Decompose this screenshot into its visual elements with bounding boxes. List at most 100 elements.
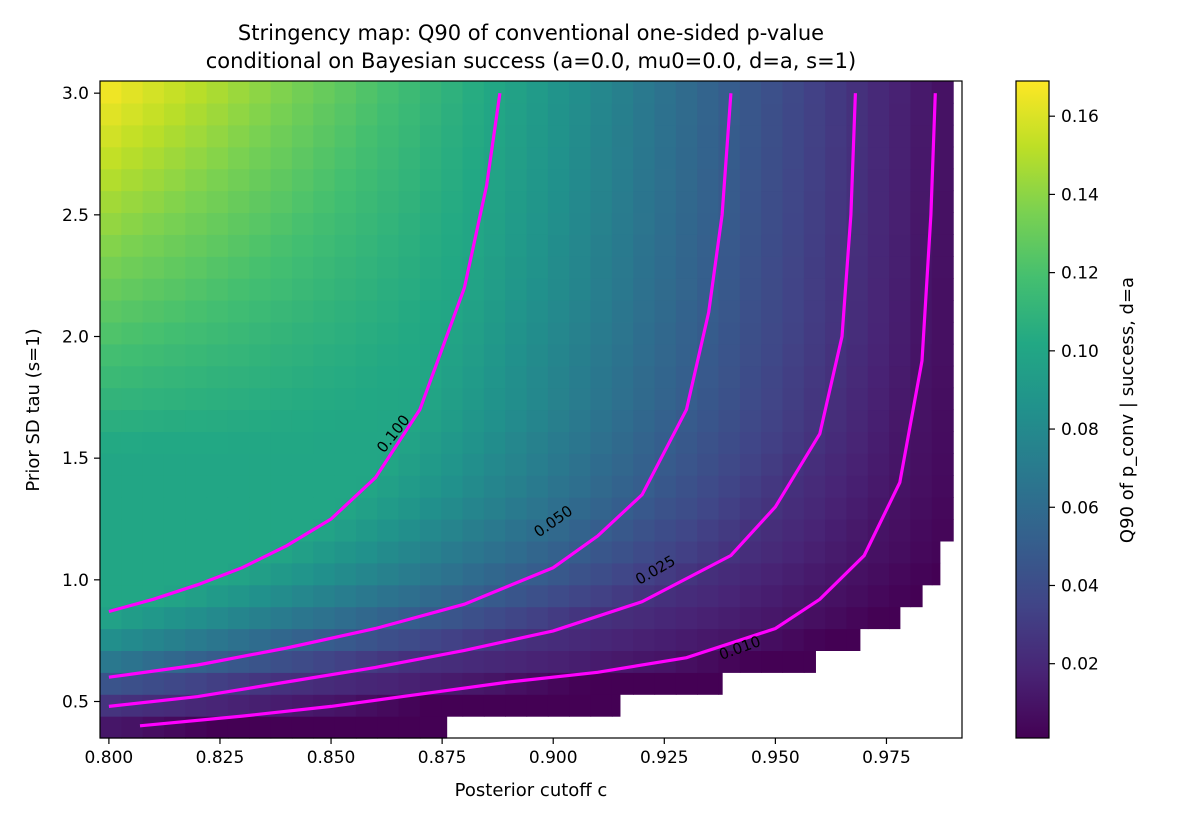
heatmap-cell: [867, 212, 890, 235]
heatmap-cell: [739, 81, 762, 104]
heatmap-cell: [249, 321, 272, 345]
heatmap-cell: [462, 343, 485, 367]
heatmap-cell: [355, 190, 378, 213]
heatmap-cell: [611, 409, 634, 432]
heatmap-cell: [377, 102, 400, 126]
heatmap-cell: [206, 453, 229, 476]
heatmap-cell: [462, 694, 485, 717]
heatmap-cell: [398, 562, 421, 586]
heatmap-cell: [931, 562, 941, 586]
heatmap-cell: [334, 431, 357, 454]
heatmap-cell: [803, 628, 826, 651]
heatmap-cell: [355, 81, 378, 104]
heatmap-cell: [675, 190, 698, 213]
heatmap-cell: [227, 300, 250, 323]
heatmap-cell: [526, 256, 549, 279]
heatmap-cell: [803, 497, 826, 520]
heatmap-cell: [846, 562, 869, 586]
heatmap-cell: [142, 387, 165, 411]
heatmap-cell: [910, 365, 933, 389]
heatmap-cell: [206, 256, 229, 279]
heatmap-cell: [142, 234, 165, 257]
heatmap-cell: [121, 124, 144, 148]
heatmap-cell: [569, 475, 592, 498]
heatmap-cell: [739, 102, 762, 126]
heatmap-cell: [825, 475, 848, 498]
heatmap-cell: [675, 387, 698, 411]
heatmap-cell: [483, 365, 506, 389]
heatmap-cell: [547, 584, 570, 608]
heatmap-cell: [441, 519, 464, 542]
heatmap-cell: [761, 124, 784, 148]
heatmap-cell: [227, 234, 250, 257]
heatmap-cell: [910, 300, 933, 323]
heatmap-cell: [803, 584, 826, 608]
heatmap-cell: [398, 212, 421, 235]
heatmap-cell: [846, 475, 869, 498]
heatmap-cell: [462, 102, 485, 126]
heatmap-cell: [377, 672, 400, 695]
heatmap-cell: [803, 387, 826, 411]
heatmap-cell: [227, 256, 250, 279]
heatmap-cell: [163, 431, 186, 454]
heatmap-cell: [739, 256, 762, 279]
heatmap-cell: [825, 497, 848, 520]
heatmap-cell: [547, 387, 570, 411]
heatmap-cell: [526, 409, 549, 432]
heatmap-cell: [249, 584, 272, 608]
heatmap-cell: [931, 497, 954, 520]
x-axis: 0.800 0.825 0.850 0.875 0.900 0.925 0.950 0.975: [85, 738, 911, 768]
heatmap-cell: [249, 234, 272, 257]
x-tick-label: 0.850: [307, 748, 356, 768]
colorbar-tick-label: 0.12: [1061, 264, 1099, 284]
heatmap-cell: [100, 365, 122, 389]
x-tick-label: 0.800: [85, 748, 134, 768]
x-tick-label: 0.950: [751, 748, 800, 768]
heatmap-cell: [718, 168, 741, 192]
heatmap-cell: [398, 321, 421, 345]
heatmap-cell: [697, 409, 720, 432]
heatmap-cell: [398, 672, 421, 695]
heatmap-cell: [697, 146, 720, 170]
heatmap-cell: [803, 256, 826, 279]
heatmap-cell: [100, 584, 122, 608]
heatmap-cell: [590, 124, 613, 148]
heatmap-cell: [270, 497, 293, 520]
heatmap-cell: [526, 212, 549, 235]
heatmap-cell: [611, 365, 634, 389]
heatmap-cell: [803, 102, 826, 126]
heatmap-cell: [611, 475, 634, 498]
heatmap-cell: [355, 124, 378, 148]
heatmap-cell: [910, 431, 933, 454]
heatmap-cell: [206, 716, 229, 739]
heatmap-cell: [334, 672, 357, 695]
heatmap-cell: [867, 278, 890, 301]
heatmap-cell: [846, 584, 869, 608]
heatmap-cell: [526, 694, 549, 717]
heatmap-cell: [761, 628, 784, 651]
heatmap-cell: [569, 431, 592, 454]
heatmap-cell: [654, 168, 677, 192]
heatmap-cell: [419, 540, 442, 564]
heatmap-cell: [270, 562, 293, 586]
heatmap-cell: [590, 672, 613, 695]
heatmap-cell: [633, 256, 656, 279]
heatmap-cell: [249, 102, 272, 126]
heatmap-cell: [526, 168, 549, 192]
heatmap-cell: [505, 650, 528, 673]
heatmap-cell: [483, 190, 506, 213]
heatmap-cell: [505, 519, 528, 542]
heatmap-cell: [547, 562, 570, 586]
y-tick-label: 2.5: [62, 206, 89, 226]
heatmap-cell: [441, 124, 464, 148]
heatmap-cell: [547, 124, 570, 148]
heatmap-cell: [718, 497, 741, 520]
heatmap-cell: [121, 256, 144, 279]
heatmap-cell: [398, 716, 421, 739]
heatmap-cell: [142, 168, 165, 192]
heatmap-cell: [206, 497, 229, 520]
heatmap-cell: [931, 409, 954, 432]
heatmap-cell: [675, 628, 698, 651]
heatmap-cell: [590, 497, 613, 520]
heatmap-cell: [825, 81, 848, 104]
